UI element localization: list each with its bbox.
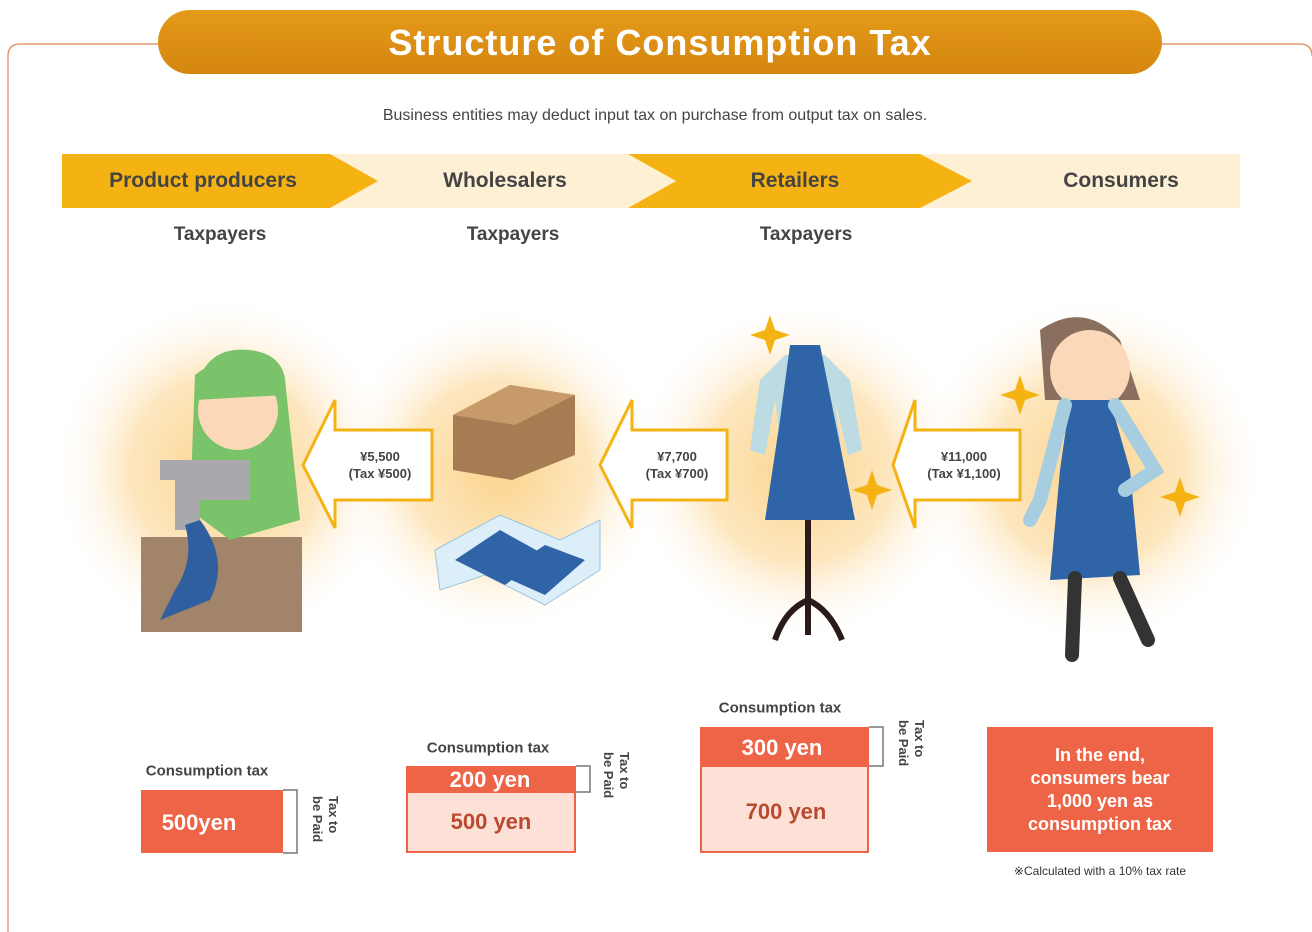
flow-tax: (Tax ¥1,100) <box>927 466 1001 481</box>
flow-label: ¥7,700 (Tax ¥700) <box>646 448 709 482</box>
footnote: ※Calculated with a 10% tax rate <box>1013 864 1187 878</box>
paid-amount: 500yen <box>161 810 237 835</box>
bracket <box>576 765 591 793</box>
conclusion-box <box>987 727 1213 852</box>
consumer-arms <box>1023 398 1165 527</box>
side-label: Tax to be Paid <box>310 796 341 843</box>
paid-amount: 200 yen <box>449 767 531 792</box>
stage-role: Taxpayers <box>759 224 853 245</box>
consumer-legs <box>1065 571 1155 662</box>
side-label: Tax to be Paid <box>896 720 927 767</box>
flow-price: ¥5,500 <box>360 449 400 464</box>
bracket <box>869 726 884 767</box>
flow-arrow <box>301 399 434 529</box>
deducted-bar <box>406 791 576 853</box>
flow-label: ¥11,000 (Tax ¥1,100) <box>927 448 1000 482</box>
stage-name: Retailers <box>750 169 840 192</box>
stage-name: Wholesalers <box>443 169 567 192</box>
bracket <box>283 789 298 854</box>
fabric <box>160 520 218 620</box>
paid-bar <box>406 766 576 792</box>
deducted-amount: 500 yen <box>450 809 532 834</box>
flow-price: ¥11,000 <box>940 449 988 464</box>
dress <box>765 345 855 520</box>
stage-name: Product producers <box>109 169 297 192</box>
title: Structure of Consumption Tax <box>388 22 932 63</box>
frame <box>7 43 1312 932</box>
flow-arrow <box>598 399 729 529</box>
paid-amount: 300 yen <box>741 735 823 760</box>
subtitle: Business entities may deduct input tax o… <box>382 107 928 124</box>
flow-tax: (Tax ¥700) <box>645 466 709 481</box>
sewing-machine <box>160 460 250 530</box>
deducted-amount: 700 yen <box>745 799 827 824</box>
side-label: Tax to be Paid <box>601 752 632 799</box>
tax-label: Consumption tax <box>145 762 269 780</box>
stage-role: Taxpayers <box>173 224 267 245</box>
consumer-face <box>1050 330 1130 410</box>
flow-arrow <box>891 399 1022 529</box>
paid-bar <box>141 790 283 853</box>
tax-label: Consumption tax <box>426 739 550 757</box>
consumer-dress <box>1050 400 1140 580</box>
flow-price: ¥7,700 <box>657 449 697 464</box>
packaged-clothes <box>455 530 585 595</box>
mannequin-stand <box>772 520 845 642</box>
stage-name: Consumers <box>1063 169 1179 192</box>
stage-chevron <box>62 154 378 208</box>
stage-role: Taxpayers <box>466 224 560 245</box>
box-top <box>453 385 575 425</box>
paid-bar <box>700 727 869 766</box>
deducted-bar <box>700 765 869 853</box>
flow-tax: (Tax ¥500) <box>348 466 412 481</box>
flow-label: ¥5,500 (Tax ¥500) <box>349 448 412 482</box>
producer-cap <box>195 349 286 400</box>
title-pill <box>158 10 1162 74</box>
tax-label: Consumption tax <box>718 699 842 717</box>
stage-chevron <box>628 154 972 208</box>
conclusion: In the end, consumers bear 1,000 yen as … <box>1027 744 1172 834</box>
